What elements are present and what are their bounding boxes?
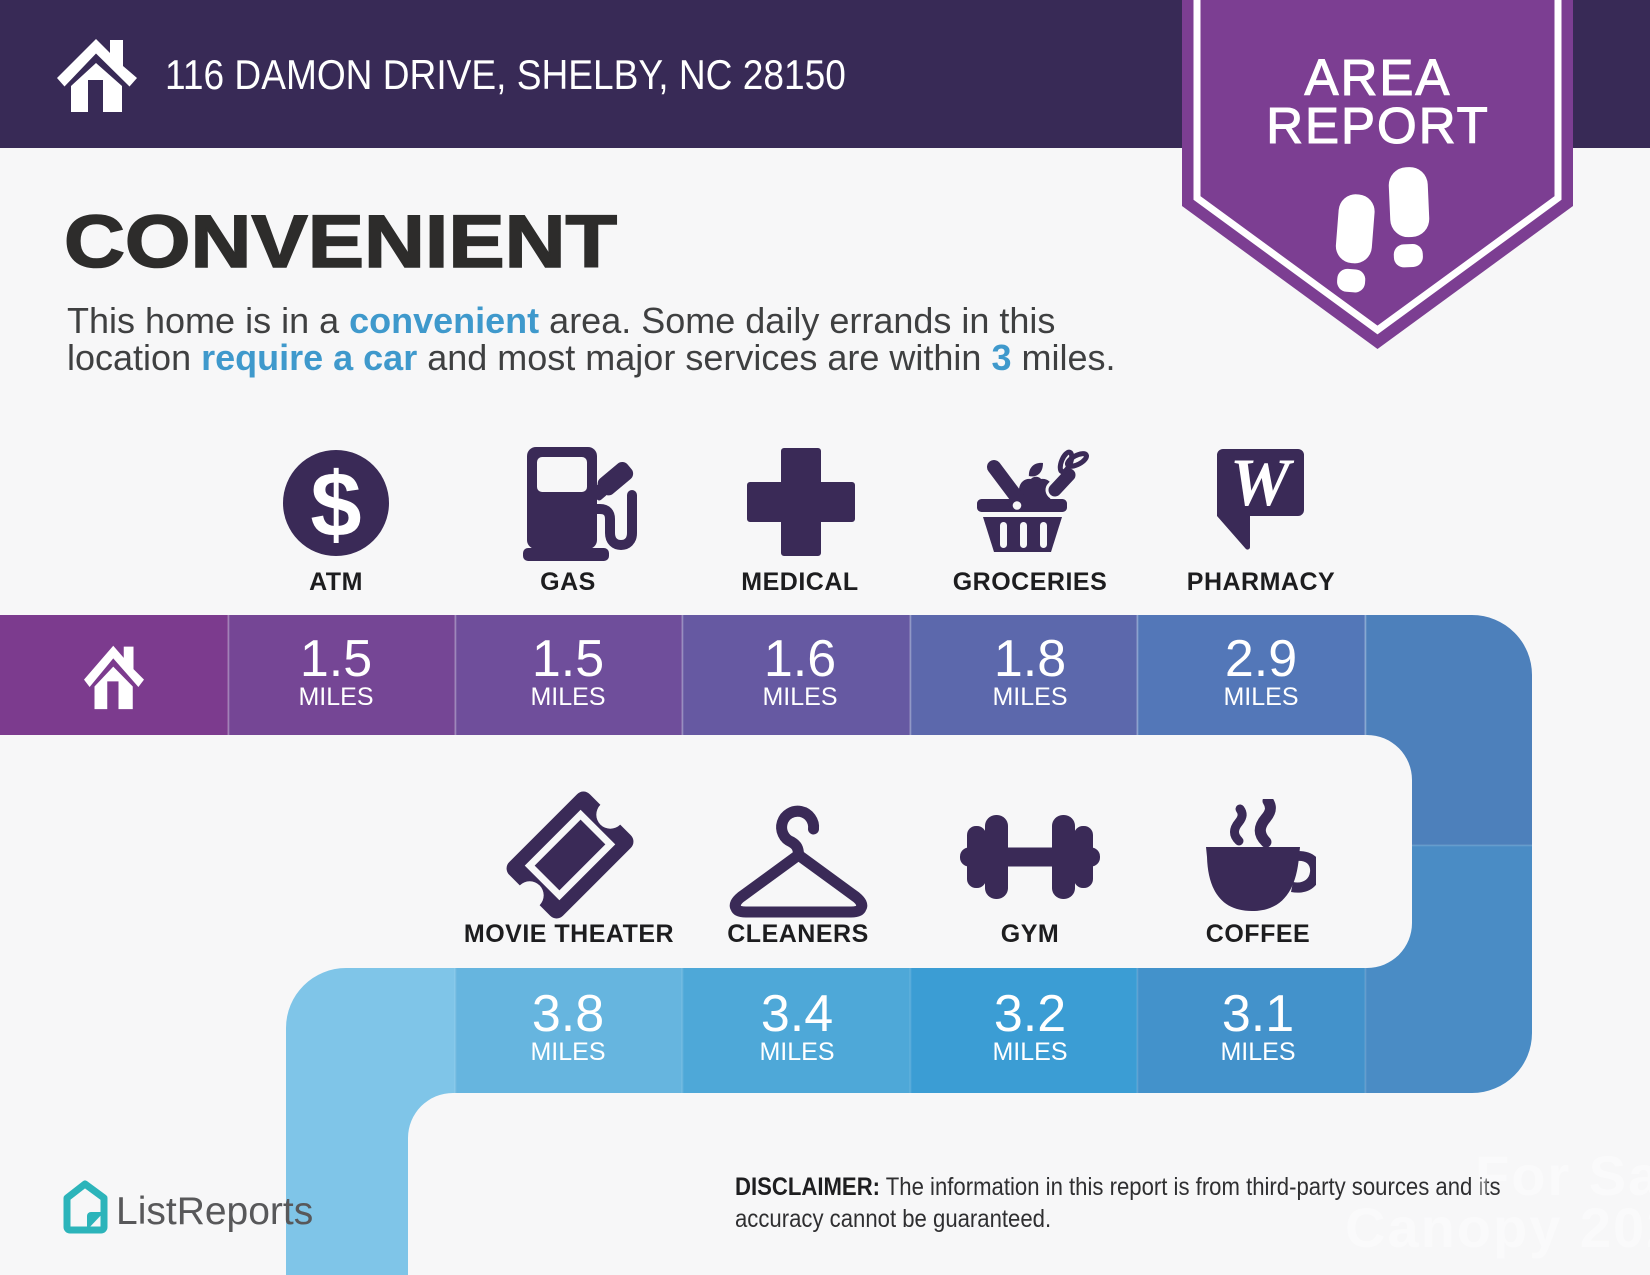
svg-text:W: W	[1230, 449, 1295, 520]
svg-text:AREA: AREA	[1305, 49, 1452, 106]
svg-text:$: $	[310, 454, 361, 556]
svg-text:ListReports: ListReports	[116, 1190, 313, 1233]
svg-text:REPORT: REPORT	[1266, 97, 1490, 154]
